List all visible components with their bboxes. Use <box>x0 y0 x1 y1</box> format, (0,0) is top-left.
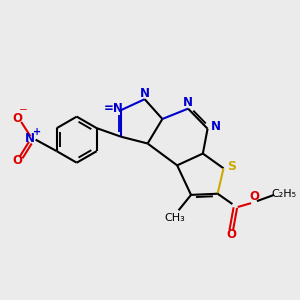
Text: S: S <box>227 160 236 173</box>
Text: N: N <box>25 132 35 145</box>
Text: +: + <box>33 127 41 137</box>
Text: N: N <box>183 96 193 109</box>
Text: N: N <box>140 87 150 100</box>
Text: −: − <box>19 105 28 116</box>
Text: O: O <box>249 190 259 203</box>
Text: O: O <box>12 112 22 124</box>
Text: N: N <box>211 120 221 133</box>
Text: O: O <box>226 228 236 241</box>
Text: C₂H₅: C₂H₅ <box>272 189 297 199</box>
Text: O: O <box>12 154 22 167</box>
Text: CH₃: CH₃ <box>165 213 185 223</box>
Text: =N: =N <box>104 102 124 115</box>
